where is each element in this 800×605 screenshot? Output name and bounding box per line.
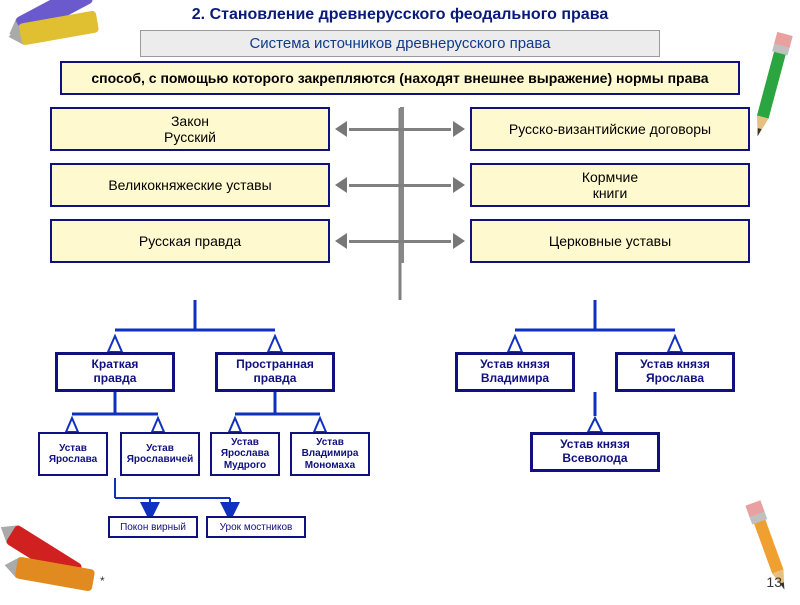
box-kratkaya-pravda: Краткаяправда (55, 352, 175, 392)
box-ustav-yaroslava: УставЯрослава (38, 432, 108, 476)
arrow-pair (335, 219, 465, 263)
box-russko-vizant: Русско-византийские договоры (470, 107, 750, 151)
slide-subtitle: Система источников древнерусского права (140, 30, 660, 57)
footnote-mark: * (100, 574, 105, 588)
box-ustav-yaroslava-kn: Устав князяЯрослава (615, 352, 735, 392)
box-ustav-yaroslava-mudrogo: УставЯрославаМудрого (210, 432, 280, 476)
box-urok-mostnikov: Урок мостников (206, 516, 306, 538)
box-zakon-russkiy: ЗаконРусский (50, 107, 330, 151)
box-prostrannaya-pravda: Пространнаяправда (215, 352, 335, 392)
box-tserkovnye: Церковные уставы (470, 219, 750, 263)
box-ustav-yaroslavichey: УставЯрославичей (120, 432, 200, 476)
box-kormchie: Кормчиекниги (470, 163, 750, 207)
page-number: 13 (766, 574, 782, 590)
pair-row-2: Великокняжеские уставы Кормчиекниги (50, 163, 750, 207)
pair-row-1: ЗаконРусский Русско-византийские договор… (50, 107, 750, 151)
slide-title: 2. Становление древнерусского феодальног… (0, 0, 800, 24)
pencil-decoration (742, 30, 798, 155)
box-russkaya-pravda: Русская правда (50, 219, 330, 263)
box-ustav-vladimira: Устав князяВладимира (455, 352, 575, 392)
box-velikoknyazh: Великокняжеские уставы (50, 163, 330, 207)
box-ustav-monomakha: УставВладимираМономаха (290, 432, 370, 476)
definition-box: способ, с помощью которого закрепляются … (60, 61, 740, 95)
pair-row-3: Русская правда Церковные уставы (50, 219, 750, 263)
arrow-pair (335, 163, 465, 207)
arrow-pair (335, 107, 465, 151)
box-ustav-vsevoloda: Устав князяВсеволода (530, 432, 660, 472)
box-pokon-virnyy: Покон вирный (108, 516, 198, 538)
